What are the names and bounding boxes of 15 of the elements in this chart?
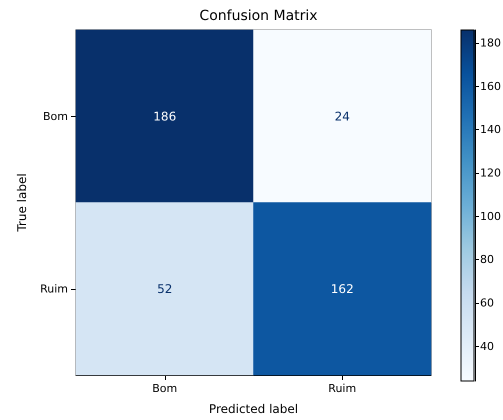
data-label: 186	[153, 109, 176, 124]
color-bar-label: 40	[480, 340, 494, 353]
chart-title: Confusion Matrix	[199, 8, 318, 24]
data-label: 162	[330, 282, 354, 296]
color-bar-label: 120	[480, 166, 501, 180]
x-axis-title: Predicted label	[208, 402, 298, 416]
color-bar-label: 140	[480, 123, 501, 136]
color-bar-label: 80	[480, 253, 494, 266]
data-label: 52	[157, 282, 172, 296]
color-bar-label: 180	[480, 36, 501, 50]
y-axis-title: True label	[15, 173, 29, 233]
color-bar-label: 160	[480, 80, 501, 93]
data-label: 24	[334, 109, 350, 124]
color-bar-label: 100	[480, 210, 501, 223]
color-bar-label: 60	[480, 296, 494, 310]
